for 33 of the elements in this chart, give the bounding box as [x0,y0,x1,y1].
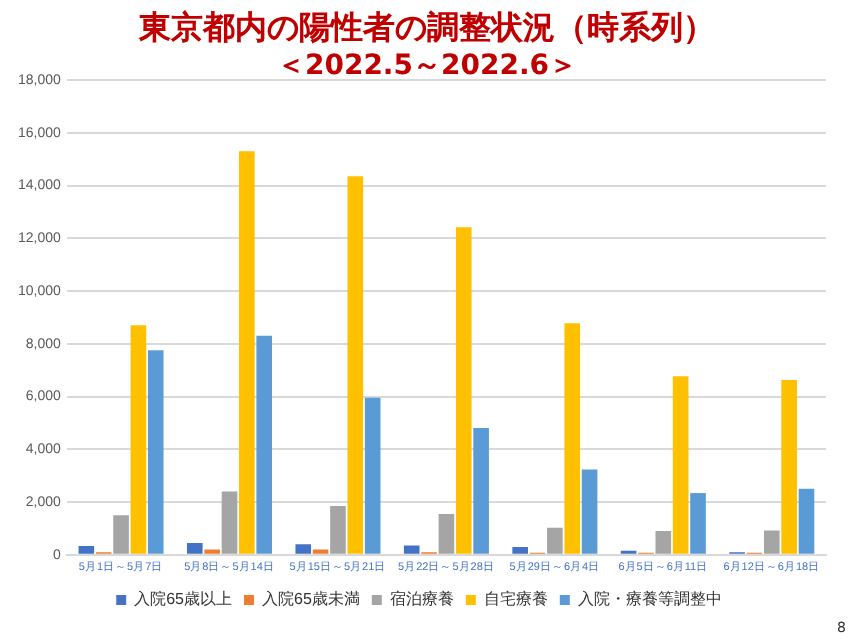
bar [473,427,489,554]
legend-label: 自宅療養 [483,590,548,609]
bar [78,546,95,554]
bar [655,531,672,554]
bar [763,530,780,554]
bar [256,335,273,554]
bar [547,527,563,554]
bar [347,176,364,554]
bar [130,325,147,554]
bar [455,227,472,554]
bar [330,506,346,554]
bar [186,542,203,554]
legend-label: 入院・療養等調整中 [577,590,722,609]
bar [690,493,706,554]
bar [147,350,164,554]
bar [781,379,797,554]
legend-label: 入院65歳未満 [262,590,360,609]
bar [221,491,238,554]
bar [798,488,815,554]
legend-label: 入院65歳以上 [134,590,233,609]
bar [512,546,528,554]
chart-title: 東京都内の陽性者の調整状況（時系列） [136,8,717,48]
chart-subtitle: ＜2022.5～2022.6＞ [276,50,578,82]
legend-label: 宿泊療養 [389,590,454,609]
bar [295,544,312,554]
bar [438,513,455,554]
bar [672,376,689,554]
bar [364,397,381,554]
bar [113,515,129,554]
bar [403,545,420,554]
bar [564,323,581,554]
bar [581,469,598,554]
bar [239,151,255,554]
